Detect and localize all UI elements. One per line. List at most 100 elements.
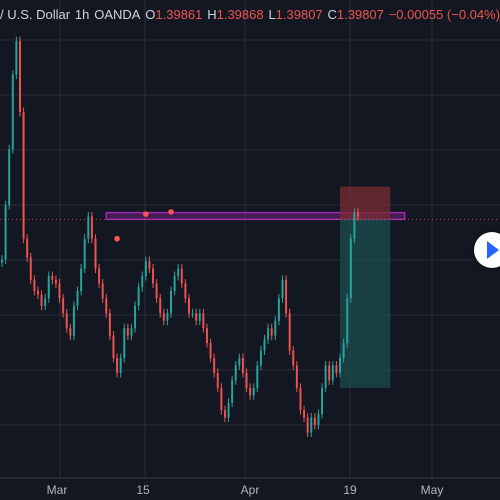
time-tick-label: Mar xyxy=(47,483,68,497)
candle-body xyxy=(76,290,79,306)
short-position-layer xyxy=(0,186,500,388)
signal-marker xyxy=(168,209,174,215)
candle-body xyxy=(18,41,21,112)
candle-body xyxy=(263,339,266,351)
candle-body xyxy=(299,387,302,411)
candle-body xyxy=(292,350,295,366)
candle-body xyxy=(11,74,14,150)
candle-body xyxy=(274,320,277,336)
candle-body xyxy=(62,298,65,314)
time-tick-label: Apr xyxy=(241,483,260,497)
candle-body xyxy=(245,372,248,388)
candle-body xyxy=(54,279,57,284)
candle-body xyxy=(22,112,25,239)
symbol-name[interactable]: / U.S. Dollar xyxy=(0,6,71,22)
candle-body xyxy=(205,328,208,344)
candle-body xyxy=(87,216,90,239)
candle-body xyxy=(303,410,306,418)
candle-body xyxy=(98,268,101,284)
broker-label: OANDA xyxy=(94,6,141,22)
candle-body xyxy=(270,328,273,336)
candle-body xyxy=(33,279,36,291)
candle-body xyxy=(26,238,29,258)
candle-body xyxy=(155,283,158,299)
low-label: L xyxy=(268,6,276,22)
candle-body xyxy=(141,276,144,288)
candle-body xyxy=(223,410,226,418)
candle-body xyxy=(116,358,119,373)
candle-body xyxy=(58,283,61,299)
open-label: O xyxy=(145,6,156,22)
candle-body xyxy=(346,298,349,344)
candle-body xyxy=(177,268,180,276)
interval-label[interactable]: 1h xyxy=(74,6,90,22)
candle-body xyxy=(29,257,32,280)
candle-body xyxy=(130,328,133,336)
candle-body xyxy=(328,365,331,381)
candle-body xyxy=(281,279,284,299)
candle-body xyxy=(339,358,342,373)
low-value: 1.39807 xyxy=(275,6,323,22)
stop-loss-zone xyxy=(340,186,391,220)
candle-body xyxy=(105,298,108,314)
candle-body xyxy=(184,283,187,299)
candle-body xyxy=(144,261,147,276)
candle-body xyxy=(123,328,126,358)
replay-play-button[interactable] xyxy=(474,232,500,268)
candle-body xyxy=(137,287,140,306)
candle-body xyxy=(288,313,291,351)
high-label: H xyxy=(207,6,217,22)
signal-marker xyxy=(114,235,120,242)
time-tick-label: 15 xyxy=(136,483,150,497)
high-value: 1.39868 xyxy=(216,6,264,22)
candle-body xyxy=(195,313,198,321)
change-value: −0.00055 (−0.04%) xyxy=(388,6,500,22)
candle-body xyxy=(285,279,288,314)
markers-layer xyxy=(114,209,174,242)
candle-body xyxy=(335,365,338,373)
candle-body xyxy=(148,261,151,269)
signal-marker xyxy=(143,211,149,217)
candle-body xyxy=(342,343,345,358)
candle-body xyxy=(331,365,334,381)
candle-body xyxy=(134,305,137,329)
candle-body xyxy=(44,298,47,306)
candle-body xyxy=(90,216,93,239)
candle-body xyxy=(306,417,309,433)
candle-body xyxy=(1,259,3,263)
candle-body xyxy=(83,238,86,269)
candle-body xyxy=(313,417,316,426)
candle-body xyxy=(234,365,237,381)
supply-zone-box xyxy=(105,211,406,221)
candle-body xyxy=(170,290,172,314)
candle-body xyxy=(8,149,11,206)
candle-body xyxy=(216,372,219,388)
candle-body xyxy=(180,268,183,284)
candle-body xyxy=(227,402,230,418)
candle-body xyxy=(295,365,298,388)
candle-body xyxy=(126,328,129,336)
candle-body xyxy=(51,276,54,280)
candle-body xyxy=(349,238,352,299)
candle-body xyxy=(112,335,115,358)
close-label: C xyxy=(327,6,337,22)
candle-body xyxy=(72,305,75,336)
candle-body xyxy=(324,365,327,388)
supply-zone-layer xyxy=(105,211,406,221)
candle-body xyxy=(231,380,234,403)
candle-body xyxy=(353,212,356,239)
candle-body xyxy=(259,350,262,366)
time-tick-label: May xyxy=(421,483,444,497)
play-icon xyxy=(487,241,499,259)
candle-body xyxy=(209,343,212,358)
candle-body xyxy=(108,313,111,336)
candle-body xyxy=(198,313,201,321)
candle-body xyxy=(36,290,39,295)
candle-body xyxy=(321,387,324,414)
candle-body xyxy=(213,358,216,373)
candle-body xyxy=(238,358,241,366)
take-profit-zone xyxy=(340,219,391,388)
chart-grid xyxy=(0,0,500,479)
chart-legend-header: / U.S. Dollar 1h OANDA O 1.39861 H 1.39868… xyxy=(0,0,500,28)
